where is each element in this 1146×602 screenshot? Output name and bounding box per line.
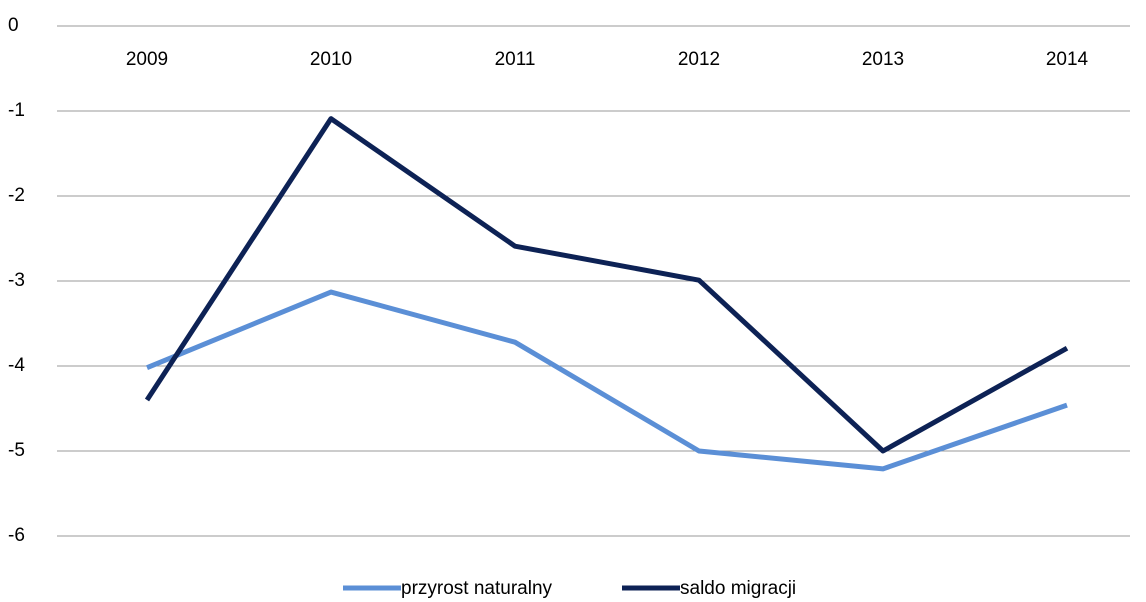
y-tick-label: -1 [8, 100, 25, 121]
y-tick-label: -2 [8, 185, 25, 206]
y-tick-label: -6 [8, 525, 25, 546]
y-tick-label: 0 [8, 15, 19, 36]
y-tick-label: -5 [8, 440, 25, 461]
x-tick-label: 2012 [678, 49, 720, 70]
x-tick-label: 2013 [862, 49, 904, 70]
series-line [146, 289, 1068, 472]
x-tick-label: 2009 [126, 49, 168, 70]
series-line [144, 116, 1069, 454]
x-tick-label: 2014 [1046, 49, 1089, 70]
y-tick-label: -4 [8, 355, 25, 376]
legend-label: przyrost naturalny [401, 578, 553, 599]
legend-label: saldo migracji [680, 578, 796, 599]
y-tick-label: -3 [8, 270, 25, 291]
x-tick-label: 2010 [310, 49, 352, 70]
x-tick-label: 2011 [495, 49, 536, 70]
